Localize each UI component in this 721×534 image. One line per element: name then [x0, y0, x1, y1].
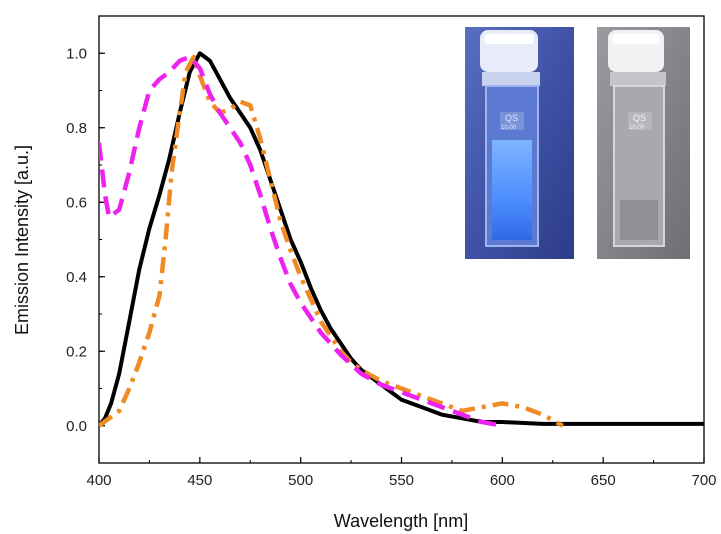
y-tick-label: 0.2: [66, 343, 87, 360]
inset-photo-glowing-cuvette: QS 10.00: [465, 27, 574, 259]
cuvette-1-label-bottom: 10.00: [501, 125, 517, 131]
y-tick-label: 0.4: [66, 269, 87, 286]
axes: 400 450 500 550 600 650 700 0.0 0.2 0.4 0.6 0.8 1.0: [66, 15, 717, 489]
cuvette-2-label-top: QS: [633, 113, 646, 123]
x-tick-label: 650: [591, 472, 616, 489]
x-tick-label: 600: [490, 472, 515, 489]
series-line-dashed: [99, 54, 503, 429]
x-tick-label: 400: [86, 472, 111, 489]
cuvette-2-label-bottom: 10.00: [629, 125, 645, 131]
series-layer: [99, 51, 704, 429]
y-tick-label: 0.6: [66, 194, 87, 211]
series-line-solid: [99, 51, 704, 428]
y-axis-title: Emission Intensity [a.u.]: [12, 145, 32, 335]
cuvette-1-label-top: QS: [505, 113, 518, 123]
y-tick-label: 0.8: [66, 120, 87, 137]
x-tick-label: 550: [389, 472, 414, 489]
x-tick-label: 700: [691, 472, 716, 489]
inset-photo-plain-cuvette: QS 10.00: [597, 27, 690, 259]
x-tick-label: 450: [187, 472, 212, 489]
series-line-dashdot: [99, 54, 564, 428]
x-axis-title: Wavelength [nm]: [334, 511, 468, 531]
y-tick-label: 1.0: [66, 45, 87, 62]
x-tick-label: 500: [288, 472, 313, 489]
y-tick-label: 0.0: [66, 418, 87, 435]
